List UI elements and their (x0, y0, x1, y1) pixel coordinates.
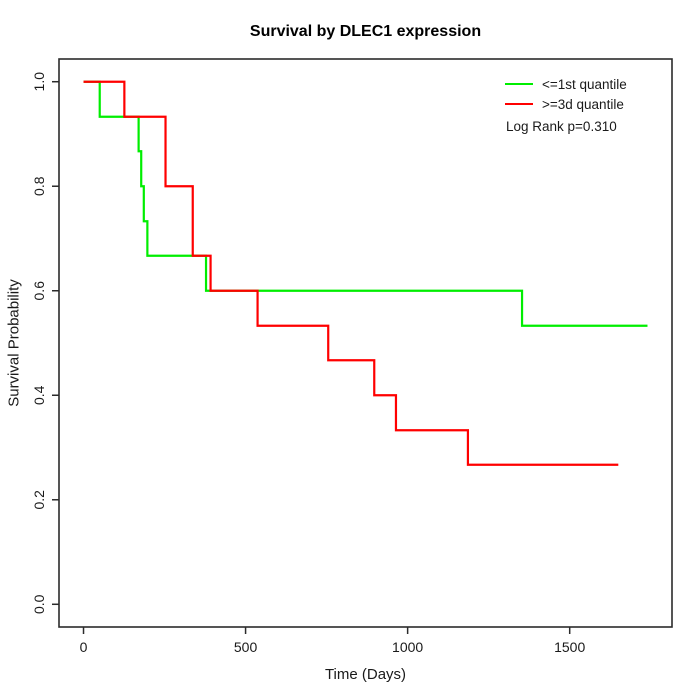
y-tick-label: 0.4 (31, 385, 47, 405)
y-tick-label: 0.8 (31, 176, 47, 196)
y-tick-label: 1.0 (31, 72, 47, 92)
km-curve-high-expression (83, 80, 619, 466)
legend-line-green (505, 82, 533, 86)
x-tick-label: 500 (234, 639, 258, 655)
chart-title: Survival by DLEC1 expression (249, 23, 482, 40)
legend-line-red (505, 102, 533, 106)
legend-label-high: >=3d quantile (542, 96, 624, 112)
y-tick-label: 0.6 (31, 281, 47, 301)
legend: <=1st quantile >=3d quantile Log Rank p=… (505, 74, 627, 134)
plot-box (58, 58, 673, 628)
y-tick-label: 0.0 (31, 594, 47, 614)
km-curve-low-expression (83, 80, 648, 327)
legend-label-low: <=1st quantile (542, 76, 627, 92)
x-tick-label: 0 (80, 639, 88, 655)
log-rank-text: Log Rank p=0.310 (506, 119, 617, 134)
legend-item-high-expression: >=3d quantile (505, 94, 627, 114)
legend-item-low-expression: <=1st quantile (505, 74, 627, 94)
x-tick-label: 1500 (554, 639, 585, 655)
y-tick-label: 0.2 (31, 490, 47, 510)
x-axis-label: Time (Days) (324, 666, 407, 683)
x-tick-label: 1000 (392, 639, 423, 655)
